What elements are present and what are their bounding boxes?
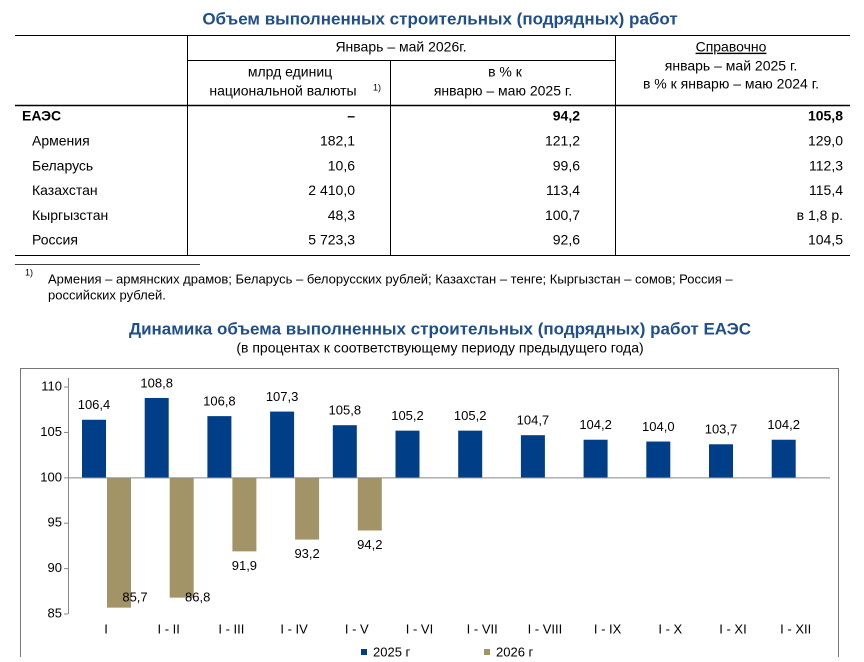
x-tick-label: I - XII bbox=[780, 621, 811, 636]
value-label: 104,0 bbox=[642, 419, 675, 434]
header-period: Январь – май 2026г. bbox=[335, 39, 466, 55]
legend-label: 2025 г bbox=[373, 644, 411, 657]
bar bbox=[709, 444, 733, 478]
legend-swatch bbox=[484, 649, 490, 655]
cell: 99,6 bbox=[553, 157, 580, 173]
header-col3: в % к январю – маю 2024 г. bbox=[643, 76, 819, 92]
value-label: 94,2 bbox=[357, 537, 382, 552]
bar bbox=[395, 430, 420, 478]
cell: 5 723,3 bbox=[308, 232, 355, 248]
cell: 48,3 bbox=[328, 207, 355, 223]
value-label: 86,8 bbox=[185, 589, 210, 604]
bar bbox=[270, 411, 295, 478]
cell: 104,5 bbox=[808, 232, 843, 248]
row-label: ЕАЭС bbox=[22, 108, 61, 124]
footnote-text: российских рублей. bbox=[48, 287, 166, 302]
x-tick-label: I - IX bbox=[594, 621, 622, 636]
value-label: 91,9 bbox=[232, 558, 257, 573]
cell: 182,1 bbox=[320, 133, 355, 149]
bar bbox=[583, 439, 608, 478]
bar bbox=[520, 435, 545, 478]
bar bbox=[357, 477, 382, 531]
value-label: 105,8 bbox=[329, 403, 362, 418]
x-tick-label: I - VI bbox=[406, 621, 433, 636]
y-tick-label: 95 bbox=[48, 515, 62, 530]
value-label: 107,3 bbox=[266, 389, 299, 404]
cell: 10,6 bbox=[328, 157, 355, 173]
bar bbox=[207, 416, 232, 478]
bar bbox=[107, 477, 131, 608]
x-tick-label: I - VIII bbox=[528, 621, 563, 636]
header-col2: в % к bbox=[488, 64, 523, 80]
bar bbox=[295, 477, 320, 540]
bar bbox=[144, 397, 169, 478]
x-tick-label: I - V bbox=[345, 621, 369, 636]
value-label: 106,4 bbox=[78, 397, 111, 412]
x-tick-label: I - III bbox=[218, 621, 244, 636]
cell: 94,2 bbox=[553, 108, 580, 124]
x-tick-label: I - X bbox=[658, 621, 682, 636]
value-label: 104,2 bbox=[579, 417, 612, 432]
row-label: Армения bbox=[32, 133, 90, 149]
header-col2: январю – маю 2025 г. bbox=[434, 83, 572, 99]
chart-title: Динамика объема выполненных строительных… bbox=[129, 319, 751, 338]
bar bbox=[82, 419, 106, 478]
legend-label: 2026 г bbox=[496, 644, 534, 657]
cell: 129,0 bbox=[808, 133, 843, 149]
value-label: 93,2 bbox=[294, 546, 319, 561]
x-tick-label: I - II bbox=[158, 621, 180, 636]
value-label: 103,7 bbox=[705, 422, 738, 437]
value-label: 108,8 bbox=[140, 375, 173, 390]
header-col1: национальной валюты bbox=[209, 83, 356, 99]
bar bbox=[458, 430, 483, 478]
chart-frame bbox=[20, 368, 839, 662]
bar bbox=[169, 477, 194, 598]
cell: 105,8 bbox=[808, 108, 843, 124]
x-tick-label: I - IV bbox=[280, 621, 308, 636]
table-lines bbox=[15, 35, 850, 265]
chart-subtitle: (в процентах к соответствующему периоду … bbox=[236, 340, 643, 356]
table-title: Объем выполненных строительных (подрядны… bbox=[202, 9, 677, 28]
footnote-text: Армения – армянских драмов; Беларусь – б… bbox=[48, 271, 733, 286]
value-label: 105,2 bbox=[454, 408, 487, 423]
value-label: 85,7 bbox=[122, 589, 147, 604]
cell: – bbox=[347, 108, 355, 124]
x-tick-label: I bbox=[104, 621, 108, 636]
row-label: Россия bbox=[32, 232, 78, 248]
row-label: Кыргызстан bbox=[32, 207, 108, 223]
value-label: 104,7 bbox=[517, 413, 550, 428]
header-col3: январь – май 2025 г. bbox=[665, 58, 797, 74]
cell: 92,6 bbox=[553, 232, 580, 248]
row-label: Казахстан bbox=[32, 182, 98, 198]
bar bbox=[646, 441, 671, 478]
x-tick-label: I - VII bbox=[467, 621, 498, 636]
value-label: 104,2 bbox=[767, 417, 800, 432]
header-col1: млрд единиц bbox=[248, 64, 332, 80]
footnote-mark: 1) bbox=[25, 267, 33, 277]
cell: 2 410,0 bbox=[308, 182, 355, 198]
bar bbox=[232, 477, 257, 552]
y-tick-label: 85 bbox=[48, 605, 62, 620]
header-col3: Справочно bbox=[696, 39, 767, 55]
header-note: 1) bbox=[373, 82, 381, 92]
cell: 115,4 bbox=[809, 182, 843, 198]
y-tick-label: 100 bbox=[40, 469, 62, 484]
bar bbox=[771, 439, 796, 478]
cell: 112,3 bbox=[809, 157, 843, 173]
cell: 121,2 bbox=[545, 133, 580, 149]
x-tick-label: I - XI bbox=[719, 621, 746, 636]
bar bbox=[332, 425, 357, 478]
y-tick-label: 105 bbox=[40, 424, 62, 439]
cell: 113,4 bbox=[546, 182, 580, 198]
value-label: 106,8 bbox=[203, 394, 236, 409]
y-tick-label: 110 bbox=[41, 379, 62, 394]
legend-swatch bbox=[361, 649, 367, 655]
cell: в 1,8 р. bbox=[797, 207, 843, 223]
y-tick-label: 90 bbox=[48, 560, 62, 575]
value-label: 105,2 bbox=[391, 408, 424, 423]
cell: 100,7 bbox=[545, 207, 580, 223]
row-label: Беларусь bbox=[32, 157, 93, 173]
